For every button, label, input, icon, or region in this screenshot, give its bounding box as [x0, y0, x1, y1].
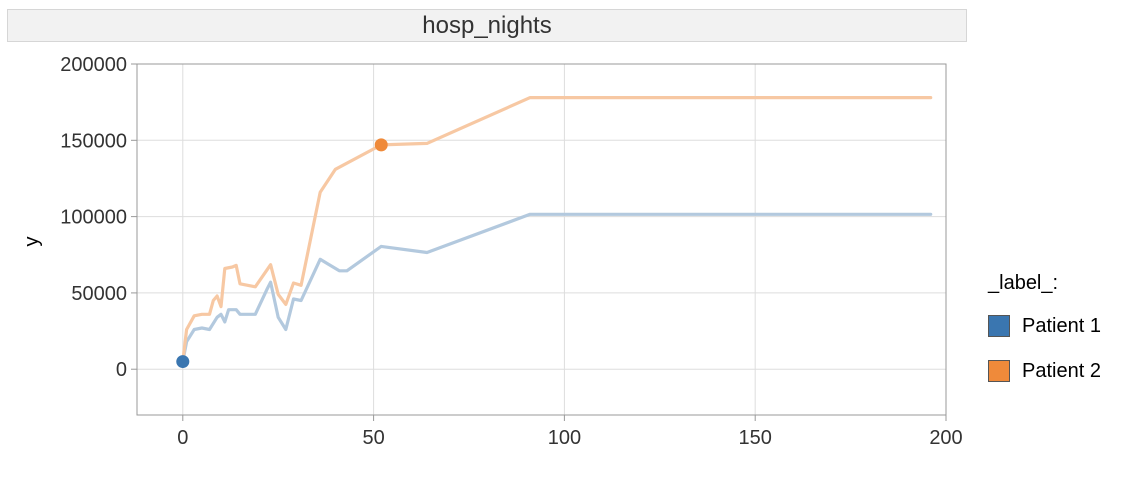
x-tick-label: 200 [929, 427, 962, 449]
series-line-1 [181, 212, 933, 364]
legend-item-1: Patient 1 [988, 309, 1128, 343]
legend-item-2: Patient 2 [988, 354, 1128, 388]
legend-swatch [988, 360, 1010, 382]
series-line-2 [181, 96, 933, 364]
x-axis-ticks: 0 50 100 150 200 [177, 415, 963, 449]
x-tick-label: 100 [548, 427, 581, 449]
series-marker-1 [176, 355, 190, 369]
series-markers [176, 138, 388, 369]
y-tick-label: 50000 [71, 283, 127, 305]
x-tick-label: 0 [177, 427, 188, 449]
x-tick-label: 150 [739, 427, 772, 449]
series-lines [181, 96, 933, 364]
legend-title: _label_: [988, 272, 1059, 294]
x-tick-label: 50 [362, 427, 384, 449]
chart-title: hosp_nights [422, 11, 552, 39]
legend-label: Patient 2 [1022, 359, 1101, 382]
series-marker-2 [374, 138, 388, 152]
y-tick-label: 100000 [60, 207, 127, 229]
y-axis-ticks: 0 50000 100000 150000 200000 [60, 54, 137, 381]
legend-label: Patient 1 [1022, 314, 1101, 337]
legend: _label_: Patient 1 Patient 2 [988, 272, 1128, 399]
y-tick-label: 150000 [60, 130, 127, 152]
facet-title-strip: hosp_nights [7, 9, 967, 42]
legend-swatch [988, 315, 1010, 337]
y-tick-label: 0 [116, 359, 127, 381]
gridlines [137, 63, 947, 415]
y-axis-label: y [21, 237, 43, 247]
legend-items: Patient 1 Patient 2 [988, 309, 1128, 388]
y-tick-label: 200000 [60, 54, 127, 76]
plot-frame [136, 63, 947, 416]
